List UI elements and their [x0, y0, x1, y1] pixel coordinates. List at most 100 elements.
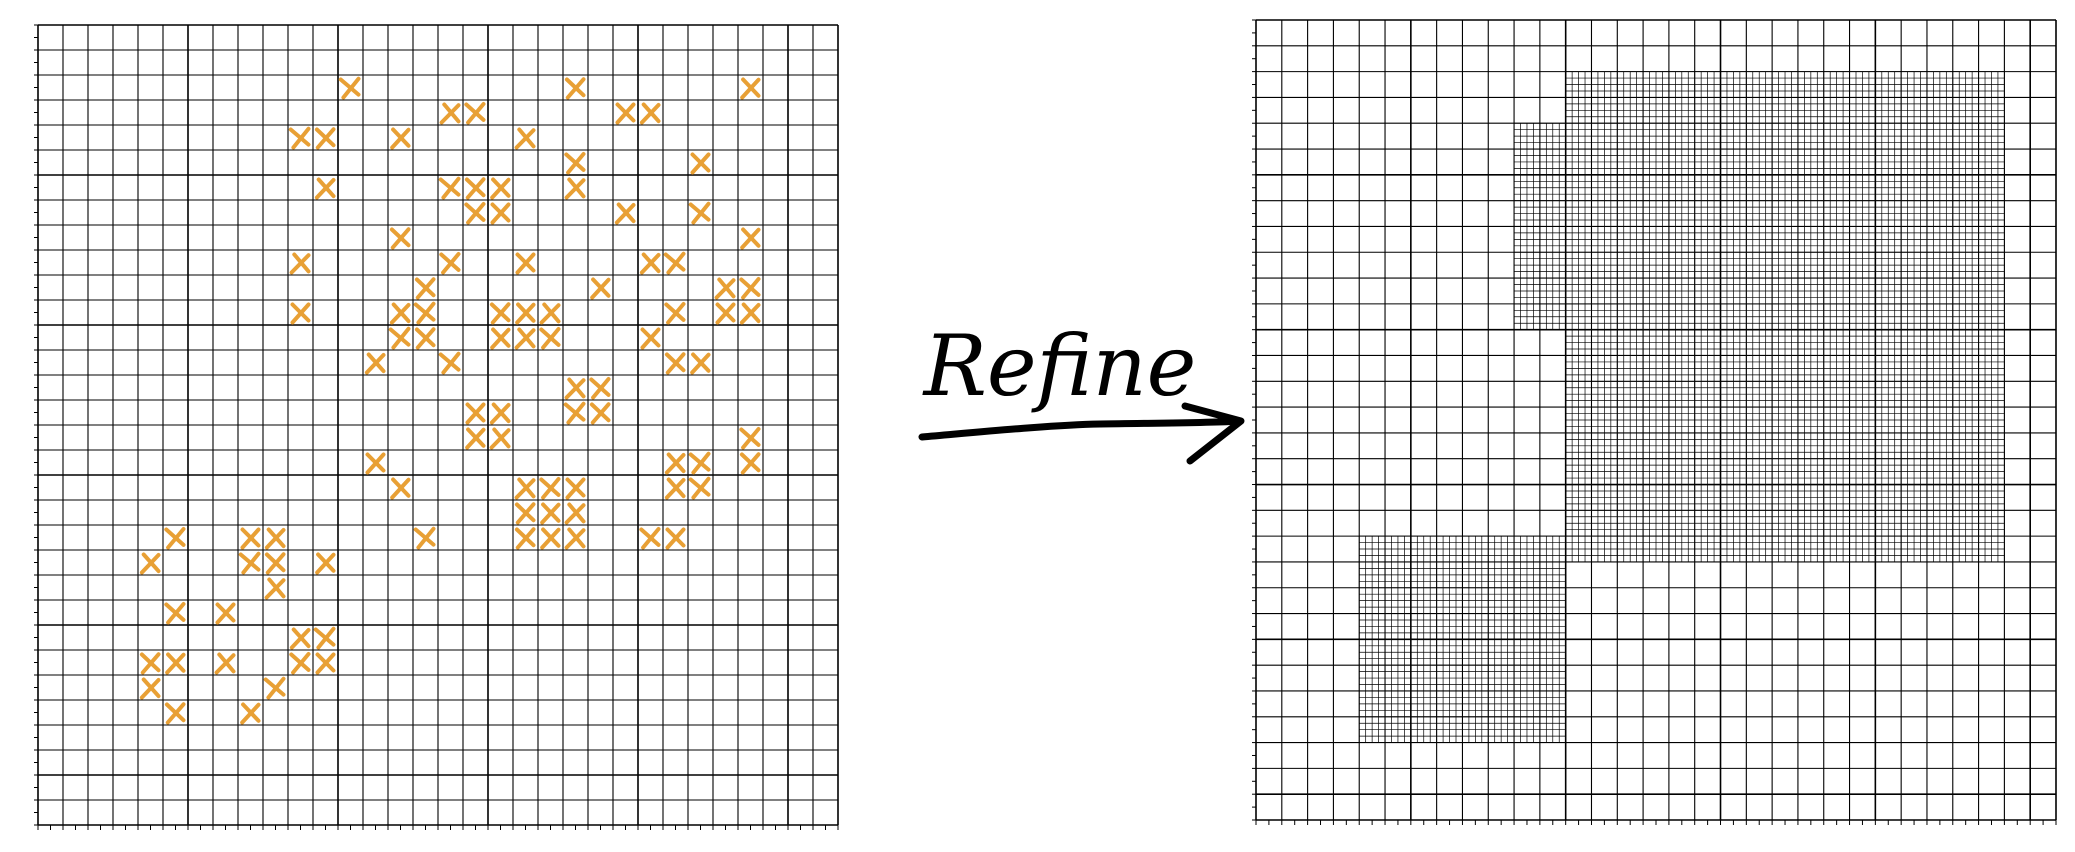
x-mark — [313, 626, 336, 650]
x-mark — [665, 527, 686, 550]
x-mark — [514, 327, 536, 350]
x-mark — [614, 202, 636, 225]
x-mark — [240, 527, 261, 550]
x-mark — [690, 352, 711, 375]
x-mark — [164, 527, 186, 550]
x-mark — [390, 477, 411, 500]
x-mark — [289, 627, 311, 650]
x-mark — [589, 402, 611, 425]
x-mark — [215, 602, 236, 625]
x-mark — [289, 252, 311, 275]
x-mark — [515, 302, 536, 325]
x-mark — [489, 302, 511, 325]
x-mark — [414, 277, 436, 300]
point-markers — [139, 76, 761, 725]
x-mark — [365, 452, 386, 475]
base-grid-ticks — [1252, 19, 2057, 825]
arrow-head — [1181, 402, 1245, 465]
x-mark — [464, 177, 486, 200]
x-mark — [314, 177, 336, 200]
x-mark — [564, 152, 586, 175]
x-mark — [465, 427, 486, 450]
x-mark — [264, 552, 286, 575]
x-mark — [688, 451, 711, 475]
x-mark — [664, 302, 686, 325]
x-mark — [589, 377, 611, 400]
coarse-grid — [37, 24, 839, 826]
x-mark — [238, 551, 261, 575]
x-mark — [739, 277, 761, 300]
x-mark — [688, 201, 711, 225]
x-mark — [164, 702, 186, 725]
x-mark — [590, 277, 611, 300]
x-mark — [639, 527, 661, 550]
x-mark — [615, 102, 636, 125]
x-mark — [289, 652, 311, 675]
refined-grid-panel — [1252, 19, 2057, 825]
x-mark — [514, 527, 536, 550]
arrow-shaft — [918, 417, 1244, 441]
x-mark — [439, 102, 461, 125]
x-mark — [539, 327, 561, 350]
x-mark — [390, 127, 411, 150]
x-mark — [264, 527, 286, 550]
x-mark — [364, 352, 386, 375]
x-mark — [388, 326, 411, 350]
x-mark — [688, 476, 711, 500]
x-mark — [438, 351, 461, 375]
refine-label: Refine — [922, 317, 1197, 415]
x-mark — [139, 552, 161, 575]
x-mark — [715, 302, 736, 325]
x-mark — [564, 502, 586, 525]
x-mark — [139, 677, 161, 700]
x-mark — [464, 102, 486, 125]
x-mark — [164, 602, 186, 625]
x-mark — [664, 352, 686, 375]
x-mark — [539, 302, 561, 325]
x-mark — [414, 327, 436, 350]
x-mark — [539, 477, 561, 500]
refine-arrow: Refine — [918, 317, 1245, 465]
x-mark — [139, 652, 161, 675]
x-mark — [465, 402, 486, 425]
x-mark — [165, 652, 186, 675]
x-mark — [489, 427, 511, 450]
x-mark — [515, 252, 536, 275]
x-mark — [563, 401, 586, 425]
x-mark — [214, 652, 236, 675]
x-mark — [438, 176, 461, 200]
x-mark — [490, 177, 511, 200]
x-mark — [514, 477, 536, 500]
x-mark — [514, 127, 536, 150]
coarse-grid-panel — [34, 24, 839, 830]
x-mark — [564, 527, 586, 550]
x-mark — [739, 302, 761, 325]
x-mark — [739, 452, 761, 475]
x-mark — [740, 227, 761, 250]
x-mark — [663, 251, 686, 275]
x-mark — [664, 477, 686, 500]
x-mark — [490, 202, 511, 225]
x-mark — [389, 227, 411, 250]
x-mark — [639, 102, 661, 125]
x-mark — [314, 127, 336, 150]
x-mark — [540, 502, 561, 525]
x-mark — [389, 302, 411, 325]
x-mark — [413, 526, 436, 550]
x-mark — [639, 252, 661, 275]
x-mark — [413, 301, 436, 325]
x-mark — [338, 76, 361, 100]
x-mark — [664, 452, 686, 475]
x-mark — [690, 152, 711, 175]
x-mark — [740, 77, 761, 100]
x-mark — [263, 676, 286, 700]
x-mark — [288, 126, 311, 150]
x-mark — [464, 202, 486, 225]
x-mark — [514, 502, 536, 525]
x-mark — [640, 327, 661, 350]
x-mark — [540, 527, 561, 550]
coarse-grid-ticks — [34, 24, 839, 830]
x-mark — [564, 177, 586, 200]
x-mark — [264, 577, 286, 600]
